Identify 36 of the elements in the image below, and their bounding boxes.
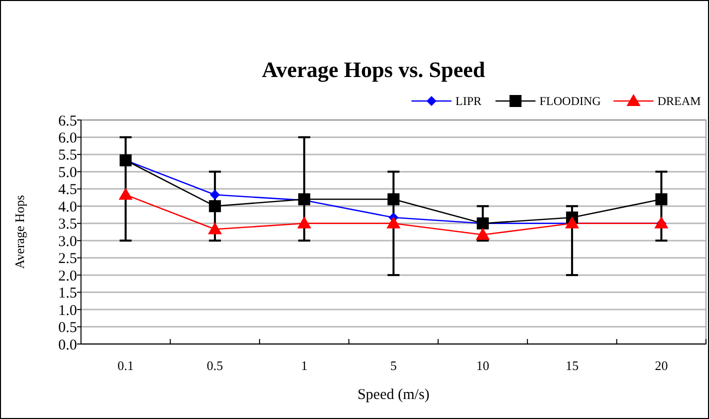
y-tick-label: 2.0: [58, 268, 77, 284]
point: [476, 228, 490, 240]
point: [297, 216, 312, 228]
x-tick-label: 5: [390, 358, 397, 373]
y-tick-label: 1.0: [58, 302, 77, 319]
y-tick-label: 0.5: [58, 320, 77, 336]
y-tick-label: 1.5: [58, 286, 77, 302]
y-tick-label: 2.5: [58, 251, 77, 268]
point: [386, 216, 400, 228]
x-tick-label: 0.1: [118, 358, 134, 373]
y-tick-label: 5.5: [58, 148, 77, 164]
chart-title: Average Hops vs. Speed: [262, 57, 486, 82]
legend-label: LIPR: [456, 94, 482, 108]
point: [388, 193, 400, 206]
y-tick-label: 6.0: [58, 130, 77, 146]
y-tick-label: 3.0: [58, 234, 77, 250]
y-tick-label: 3.5: [58, 216, 77, 233]
legend-label: FLOODING: [540, 94, 602, 108]
x-tick-label: 20: [654, 358, 668, 373]
legend-label: DREAM: [658, 94, 702, 108]
point: [208, 200, 221, 212]
x-tick-label: 1: [300, 358, 308, 373]
x-tick-label: 15: [566, 358, 579, 373]
x-tick-label: 0.5: [206, 358, 224, 373]
y-tick-label: 0.0: [58, 337, 77, 354]
y-tick-label: 4.5: [58, 182, 77, 198]
point: [208, 222, 222, 234]
y-axis-title: Average Hops: [12, 195, 27, 269]
point: [210, 190, 220, 200]
point: [118, 188, 133, 200]
x-tick-label: 10: [476, 358, 490, 373]
point: [655, 193, 668, 206]
y-tick-label: 6.5: [58, 113, 77, 130]
y-tick-label: 4.0: [58, 199, 77, 216]
x-axis-title: Speed (m/s): [357, 387, 430, 403]
y-tick-label: 5.0: [58, 164, 77, 181]
